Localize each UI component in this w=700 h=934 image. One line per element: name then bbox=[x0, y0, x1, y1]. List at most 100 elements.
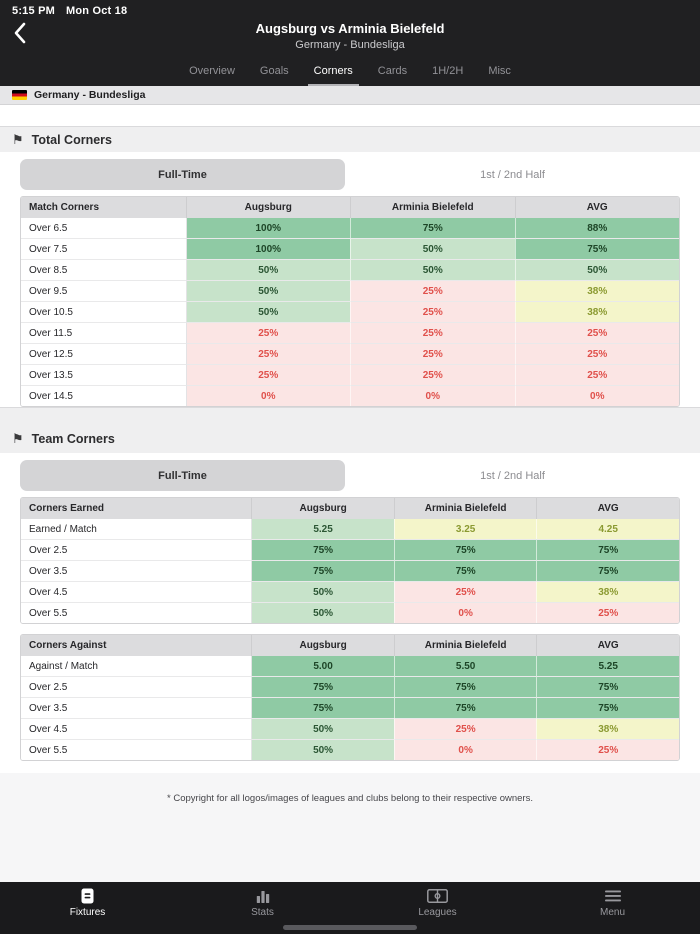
copyright-area: * Copyright for all logos/images of leag… bbox=[0, 773, 700, 882]
header-row: Match Corners Augsburg Arminia Bielefeld AV… bbox=[21, 197, 679, 218]
value-cell: 5.50 bbox=[393, 656, 537, 676]
value-cell: 75% bbox=[350, 218, 515, 238]
fixtures-icon bbox=[80, 888, 95, 904]
column-header-augsburg: Augsburg bbox=[251, 635, 394, 656]
header-row: Corners Earned Augsburg Arminia Bielefeld A… bbox=[21, 498, 679, 519]
value-cell: 88% bbox=[514, 218, 679, 238]
row-label: Over 10.5 bbox=[21, 301, 186, 322]
table-row: Over 5.5 50% 0% 25% bbox=[21, 602, 679, 623]
row-label: Over 11.5 bbox=[21, 322, 186, 343]
row-label: Over 2.5 bbox=[21, 539, 252, 560]
league-bar[interactable]: Germany - Bundesliga bbox=[0, 86, 700, 105]
value-cell: 50% bbox=[251, 581, 394, 602]
row-label: Over 7.5 bbox=[21, 238, 186, 259]
value-cell: 50% bbox=[514, 259, 679, 280]
row-label: Over 3.5 bbox=[21, 697, 252, 718]
nav-label: Menu bbox=[599, 907, 625, 918]
nav-item-leagues[interactable]: Leagues bbox=[350, 882, 525, 934]
status-time: 5:15 PM bbox=[12, 5, 55, 17]
flag-icon: ⚑ bbox=[12, 132, 24, 148]
value-cell: 75% bbox=[393, 539, 537, 560]
sections-container: ⚑ Total Corners Full-Time 1st / 2nd Half Mat… bbox=[0, 126, 700, 761]
tab-1h-2h[interactable]: 1H/2H bbox=[432, 65, 464, 77]
row-label: Over 5.5 bbox=[21, 602, 252, 623]
table-row: Over 8.5 50% 50% 50% bbox=[21, 259, 679, 280]
tab-goals[interactable]: Goals bbox=[259, 65, 289, 77]
table-row: Over 5.5 50% 0% 25% bbox=[21, 739, 679, 760]
value-cell: 50% bbox=[350, 238, 515, 259]
page-title: Augsburg vs Arminia Bielefeld bbox=[255, 21, 445, 36]
table-row: Over 7.5 100% 50% 75% bbox=[21, 238, 679, 259]
stats-table-corners-earned: Corners Earned Augsburg Arminia Bielefeld A… bbox=[20, 497, 680, 624]
value-cell: 75% bbox=[536, 697, 679, 718]
nav-item-menu[interactable]: Menu bbox=[525, 882, 700, 934]
column-header-arminia-bielefeld: Arminia Bielefeld bbox=[393, 498, 537, 519]
table-body: Earned / Match 5.25 3.25 4.25 Over 2.5 75% 75%… bbox=[21, 519, 679, 623]
table-row: Over 9.5 50% 25% 38% bbox=[21, 280, 679, 301]
section-title: Team Corners bbox=[31, 432, 115, 446]
value-cell: 25% bbox=[185, 343, 350, 364]
value-cell: 38% bbox=[514, 301, 679, 322]
value-cell: 25% bbox=[514, 343, 679, 364]
tab-overview[interactable]: Overview bbox=[189, 65, 235, 77]
value-cell: 3.25 bbox=[393, 519, 537, 539]
section-content-team-corners: Full-Time 1st / 2nd Half Corners Earned Aug… bbox=[0, 453, 700, 761]
half-toggle[interactable]: 1st / 2nd Half bbox=[480, 469, 545, 482]
row-label: Earned / Match bbox=[21, 519, 252, 539]
value-cell: 50% bbox=[251, 602, 394, 623]
table-body: Against / Match 5.00 5.50 5.25 Over 2.5 75% 75… bbox=[21, 656, 679, 760]
status-date: Mon Oct 18 bbox=[65, 5, 128, 17]
row-label: Over 12.5 bbox=[21, 343, 186, 364]
row-label: Over 2.5 bbox=[21, 676, 252, 697]
value-cell: 50% bbox=[251, 739, 394, 760]
value-cell: 25% bbox=[514, 364, 679, 385]
value-cell: 50% bbox=[185, 259, 350, 280]
tab-cards[interactable]: Cards bbox=[377, 65, 408, 77]
stats-icon bbox=[255, 888, 271, 904]
value-cell: 75% bbox=[514, 238, 679, 259]
section-content-total-corners: Full-Time 1st / 2nd Half Match Corners Augs… bbox=[0, 152, 700, 407]
value-cell: 38% bbox=[514, 280, 679, 301]
value-cell: 5.25 bbox=[536, 656, 679, 676]
full-time-toggle[interactable]: Full-Time bbox=[20, 460, 345, 491]
value-cell: 38% bbox=[536, 718, 679, 739]
back-button[interactable] bbox=[13, 22, 29, 47]
half-toggle[interactable]: 1st / 2nd Half bbox=[480, 168, 545, 181]
value-cell: 25% bbox=[350, 280, 515, 301]
tab-misc[interactable]: Misc bbox=[488, 65, 511, 77]
section-title: Total Corners bbox=[31, 132, 112, 147]
nav-item-stats[interactable]: Stats bbox=[175, 882, 350, 934]
row-label: Over 13.5 bbox=[21, 364, 186, 385]
table-row: Over 6.5 100% 75% 88% bbox=[21, 218, 679, 238]
value-cell: 25% bbox=[514, 322, 679, 343]
value-cell: 75% bbox=[251, 676, 394, 697]
value-cell: 5.25 bbox=[251, 519, 394, 539]
copyright-note: * Copyright for all logos/images of leag… bbox=[167, 793, 533, 804]
column-header-corners-earned: Corners Earned bbox=[21, 498, 252, 519]
table-row: Over 4.5 50% 25% 38% bbox=[21, 718, 679, 739]
table-row: Earned / Match 5.25 3.25 4.25 bbox=[21, 519, 679, 539]
status-bar: 5:15 PM Mon Oct 18 bbox=[12, 5, 127, 17]
value-cell: 75% bbox=[536, 539, 679, 560]
value-cell: 75% bbox=[393, 676, 537, 697]
tab-corners[interactable]: Corners bbox=[307, 65, 359, 86]
spacer bbox=[0, 761, 700, 773]
row-label: Over 5.5 bbox=[21, 739, 252, 760]
nav-label: Fixtures bbox=[69, 907, 106, 918]
row-label: Over 4.5 bbox=[21, 718, 252, 739]
table-row: Over 13.5 25% 25% 25% bbox=[21, 364, 679, 385]
nav-label: Leagues bbox=[418, 907, 457, 918]
menu-icon bbox=[604, 888, 621, 904]
value-cell: 25% bbox=[185, 322, 350, 343]
value-cell: 25% bbox=[185, 364, 350, 385]
table-body: Over 6.5 100% 75% 88% Over 7.5 100% 50% 75% Over… bbox=[21, 218, 679, 406]
value-cell: 25% bbox=[350, 343, 515, 364]
full-time-toggle[interactable]: Full-Time bbox=[20, 159, 345, 190]
column-header-avg: AVG bbox=[536, 635, 679, 656]
value-cell: 25% bbox=[536, 739, 679, 760]
nav-item-fixtures[interactable]: Fixtures bbox=[0, 882, 175, 934]
home-indicator[interactable] bbox=[283, 925, 417, 930]
bottom-nav: Fixtures Stats Leagues Menu bbox=[0, 882, 700, 934]
value-cell: 75% bbox=[393, 560, 537, 581]
league-bar-label: Germany - Bundesliga bbox=[34, 89, 146, 101]
